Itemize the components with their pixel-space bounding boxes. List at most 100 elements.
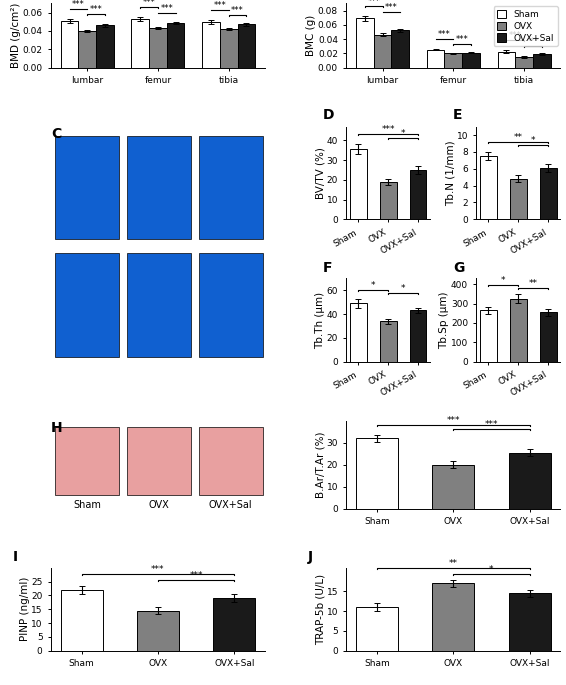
Text: *: *	[489, 564, 494, 573]
Text: OVX: OVX	[149, 467, 169, 477]
Text: F: F	[323, 261, 332, 275]
Text: A: A	[12, 0, 23, 1]
Text: D: D	[323, 108, 335, 122]
Bar	[432, 584, 474, 651]
Text: *: *	[401, 284, 405, 293]
Bar	[96, 25, 114, 68]
Y-axis label: Tb.N (1/mm): Tb.N (1/mm)	[445, 140, 455, 206]
Y-axis label: B.Ar/T.Ar (%): B.Ar/T.Ar (%)	[315, 432, 325, 498]
Text: ***: ***	[484, 420, 498, 429]
Bar	[199, 136, 263, 239]
Bar	[427, 50, 444, 68]
Text: ***: ***	[160, 3, 173, 12]
Bar	[213, 598, 255, 651]
Bar	[510, 299, 526, 362]
Text: ***: ***	[143, 0, 156, 7]
Y-axis label: TRAP-5b (U/L): TRAP-5b (U/L)	[315, 573, 325, 645]
Text: **: **	[449, 559, 458, 568]
Text: *: *	[401, 129, 405, 138]
Bar	[78, 31, 96, 68]
Text: ***: ***	[447, 416, 460, 425]
Text: OVX: OVX	[149, 500, 169, 510]
Bar	[127, 253, 191, 357]
Text: E: E	[453, 108, 462, 122]
Text: ***: ***	[89, 5, 102, 14]
Text: ***: ***	[526, 37, 539, 46]
Text: ***: ***	[456, 36, 469, 45]
Y-axis label: BV/TV (%): BV/TV (%)	[315, 147, 325, 199]
Y-axis label: Tb.Th (µm): Tb.Th (µm)	[315, 291, 325, 349]
Text: OVX+Sal: OVX+Sal	[209, 467, 252, 477]
Bar	[137, 610, 179, 651]
Bar	[55, 253, 119, 357]
Bar	[149, 28, 167, 68]
Bar	[202, 22, 220, 68]
Bar	[61, 590, 102, 651]
Bar	[480, 310, 497, 362]
Text: G: G	[453, 261, 464, 275]
Text: ***: ***	[509, 31, 522, 40]
Text: ***: ***	[72, 0, 85, 9]
Bar	[410, 170, 426, 219]
Text: B: B	[308, 0, 319, 1]
Text: ***: ***	[151, 565, 165, 574]
Text: **: **	[514, 133, 523, 142]
Text: ***: ***	[385, 3, 398, 12]
Bar	[167, 23, 185, 68]
Bar	[432, 464, 474, 508]
Text: *: *	[531, 136, 535, 145]
Bar	[356, 438, 398, 508]
Y-axis label: Tb.Sp (µm): Tb.Sp (µm)	[439, 291, 449, 349]
Text: ***: ***	[367, 0, 380, 6]
Bar	[127, 136, 191, 239]
Y-axis label: BMD (g/cm²): BMD (g/cm²)	[11, 3, 21, 68]
Bar	[510, 179, 526, 219]
Bar	[410, 310, 426, 362]
Bar	[350, 303, 367, 362]
Bar	[515, 57, 533, 68]
Bar	[498, 52, 515, 68]
Text: ***: ***	[438, 29, 451, 38]
Text: *: *	[501, 276, 505, 285]
Text: ***: ***	[231, 6, 244, 15]
Y-axis label: BMC (g): BMC (g)	[306, 15, 316, 56]
Bar	[509, 593, 551, 651]
Text: ***: ***	[190, 571, 203, 580]
Y-axis label: PINP (ng/ml): PINP (ng/ml)	[20, 577, 30, 641]
Bar	[540, 168, 556, 219]
Bar	[220, 29, 238, 68]
Bar	[356, 18, 374, 68]
Text: *: *	[371, 281, 376, 290]
Bar	[380, 321, 397, 362]
Bar	[380, 182, 397, 219]
Bar	[462, 53, 480, 68]
Text: C: C	[51, 127, 61, 140]
Text: J: J	[308, 550, 313, 564]
Bar	[238, 25, 255, 68]
Text: Sham: Sham	[74, 500, 101, 510]
Text: ***: ***	[213, 1, 226, 10]
Bar	[480, 156, 497, 219]
Bar	[444, 53, 462, 68]
Bar	[509, 453, 551, 508]
Bar	[127, 427, 191, 495]
Bar	[61, 21, 78, 68]
Bar	[540, 312, 556, 362]
Bar	[199, 253, 263, 357]
Text: H: H	[51, 421, 63, 435]
Bar	[356, 607, 398, 651]
Legend: Sham, OVX, OVX+Sal: Sham, OVX, OVX+Sal	[494, 6, 558, 46]
Bar	[392, 31, 409, 68]
Text: I: I	[12, 550, 18, 564]
Text: OVX+Sal: OVX+Sal	[209, 500, 252, 510]
Bar	[350, 149, 367, 219]
Bar	[55, 136, 119, 239]
Text: ***: ***	[381, 125, 395, 134]
Bar	[55, 427, 119, 495]
Text: Sham: Sham	[74, 467, 101, 477]
Bar	[374, 35, 392, 68]
Text: **: **	[529, 279, 538, 288]
Bar	[533, 54, 551, 68]
Bar	[199, 427, 263, 495]
Bar	[131, 19, 149, 68]
